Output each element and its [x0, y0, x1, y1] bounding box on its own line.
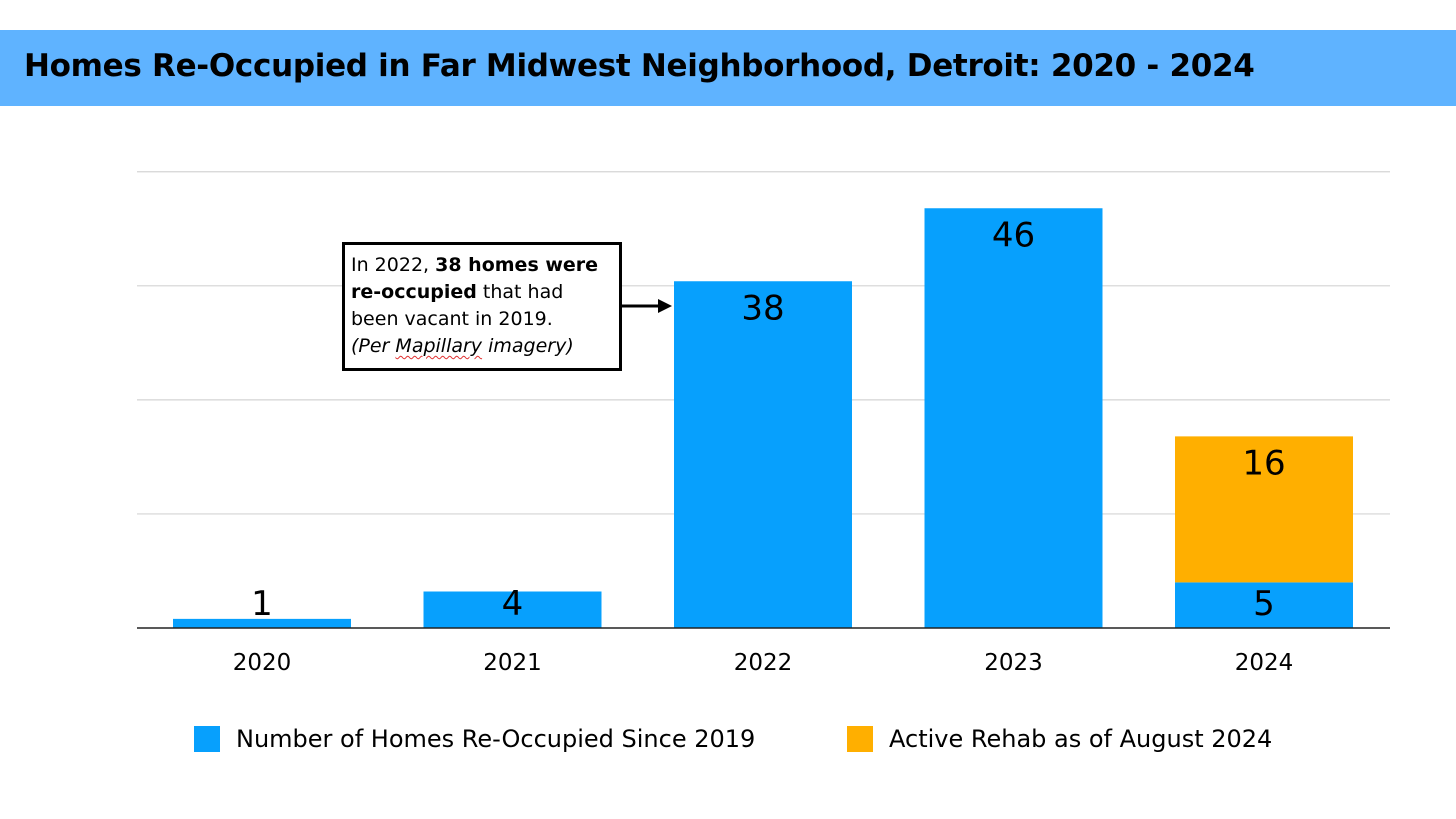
x-tick-2021: 2021: [483, 650, 542, 676]
bar-label-2021-series-0: 4: [502, 584, 524, 624]
annotation-text-6: (Per: [351, 335, 396, 357]
annotation-text-5: been vacant in 2019.: [351, 308, 553, 330]
annotation-arrow: [620, 299, 672, 313]
legend-swatch-rehab: [847, 726, 873, 752]
chart-title: Homes Re-Occupied in Far Midwest Neighbo…: [24, 48, 1255, 84]
bar-label-2020-series-0: 1: [251, 584, 273, 624]
legend-item-reoccupied: Number of Homes Re-Occupied Since 2019: [194, 724, 755, 754]
annotation-text-8: imagery): [482, 335, 574, 357]
bar-2024-series-0: [1175, 582, 1353, 628]
x-tick-labels: 2020 2021 2022 2023 2024: [233, 650, 1294, 676]
x-tick-2022: 2022: [734, 650, 793, 676]
legend-label-rehab: Active Rehab as of August 2024: [889, 725, 1273, 753]
annotation-text-1: In 2022,: [351, 254, 436, 276]
bar-label-2024-series-0: 5: [1253, 584, 1275, 624]
bar-2023-series-0: [924, 208, 1103, 628]
bar-2022-series-0: [674, 281, 852, 628]
title-bar: Homes Re-Occupied in Far Midwest Neighbo…: [0, 30, 1456, 106]
bar-2024-series-1: [1175, 436, 1353, 583]
bar-labels: 1 4 38 46 5 16: [251, 215, 1285, 624]
bar-2021-series-0: [423, 591, 602, 628]
bar-2020-series-0: [173, 618, 351, 628]
bar-label-2023-series-0: 46: [992, 215, 1035, 255]
legend-item-rehab: Active Rehab as of August 2024: [847, 724, 1272, 754]
annotation-text-7: Mapillary: [395, 335, 483, 357]
bars: [173, 208, 1353, 628]
x-tick-2023: 2023: [984, 650, 1043, 676]
annotation-text-4: that had: [476, 281, 564, 303]
bar-label-2024-series-1: 16: [1242, 443, 1285, 483]
annotation-text-3: re-occupied: [351, 281, 477, 303]
arrow-head: [658, 299, 672, 313]
x-tick-2024: 2024: [1235, 650, 1294, 676]
bar-label-2022-series-0: 38: [741, 288, 784, 328]
annotation-text-2: 38 homes were: [435, 254, 599, 276]
legend-swatch-reoccupied: [194, 726, 220, 752]
annotation-callout: In 2022, 38 homes were re-occupied that …: [342, 242, 622, 371]
legend-label-reoccupied: Number of Homes Re-Occupied Since 2019: [236, 725, 756, 753]
x-tick-2020: 2020: [233, 650, 292, 676]
